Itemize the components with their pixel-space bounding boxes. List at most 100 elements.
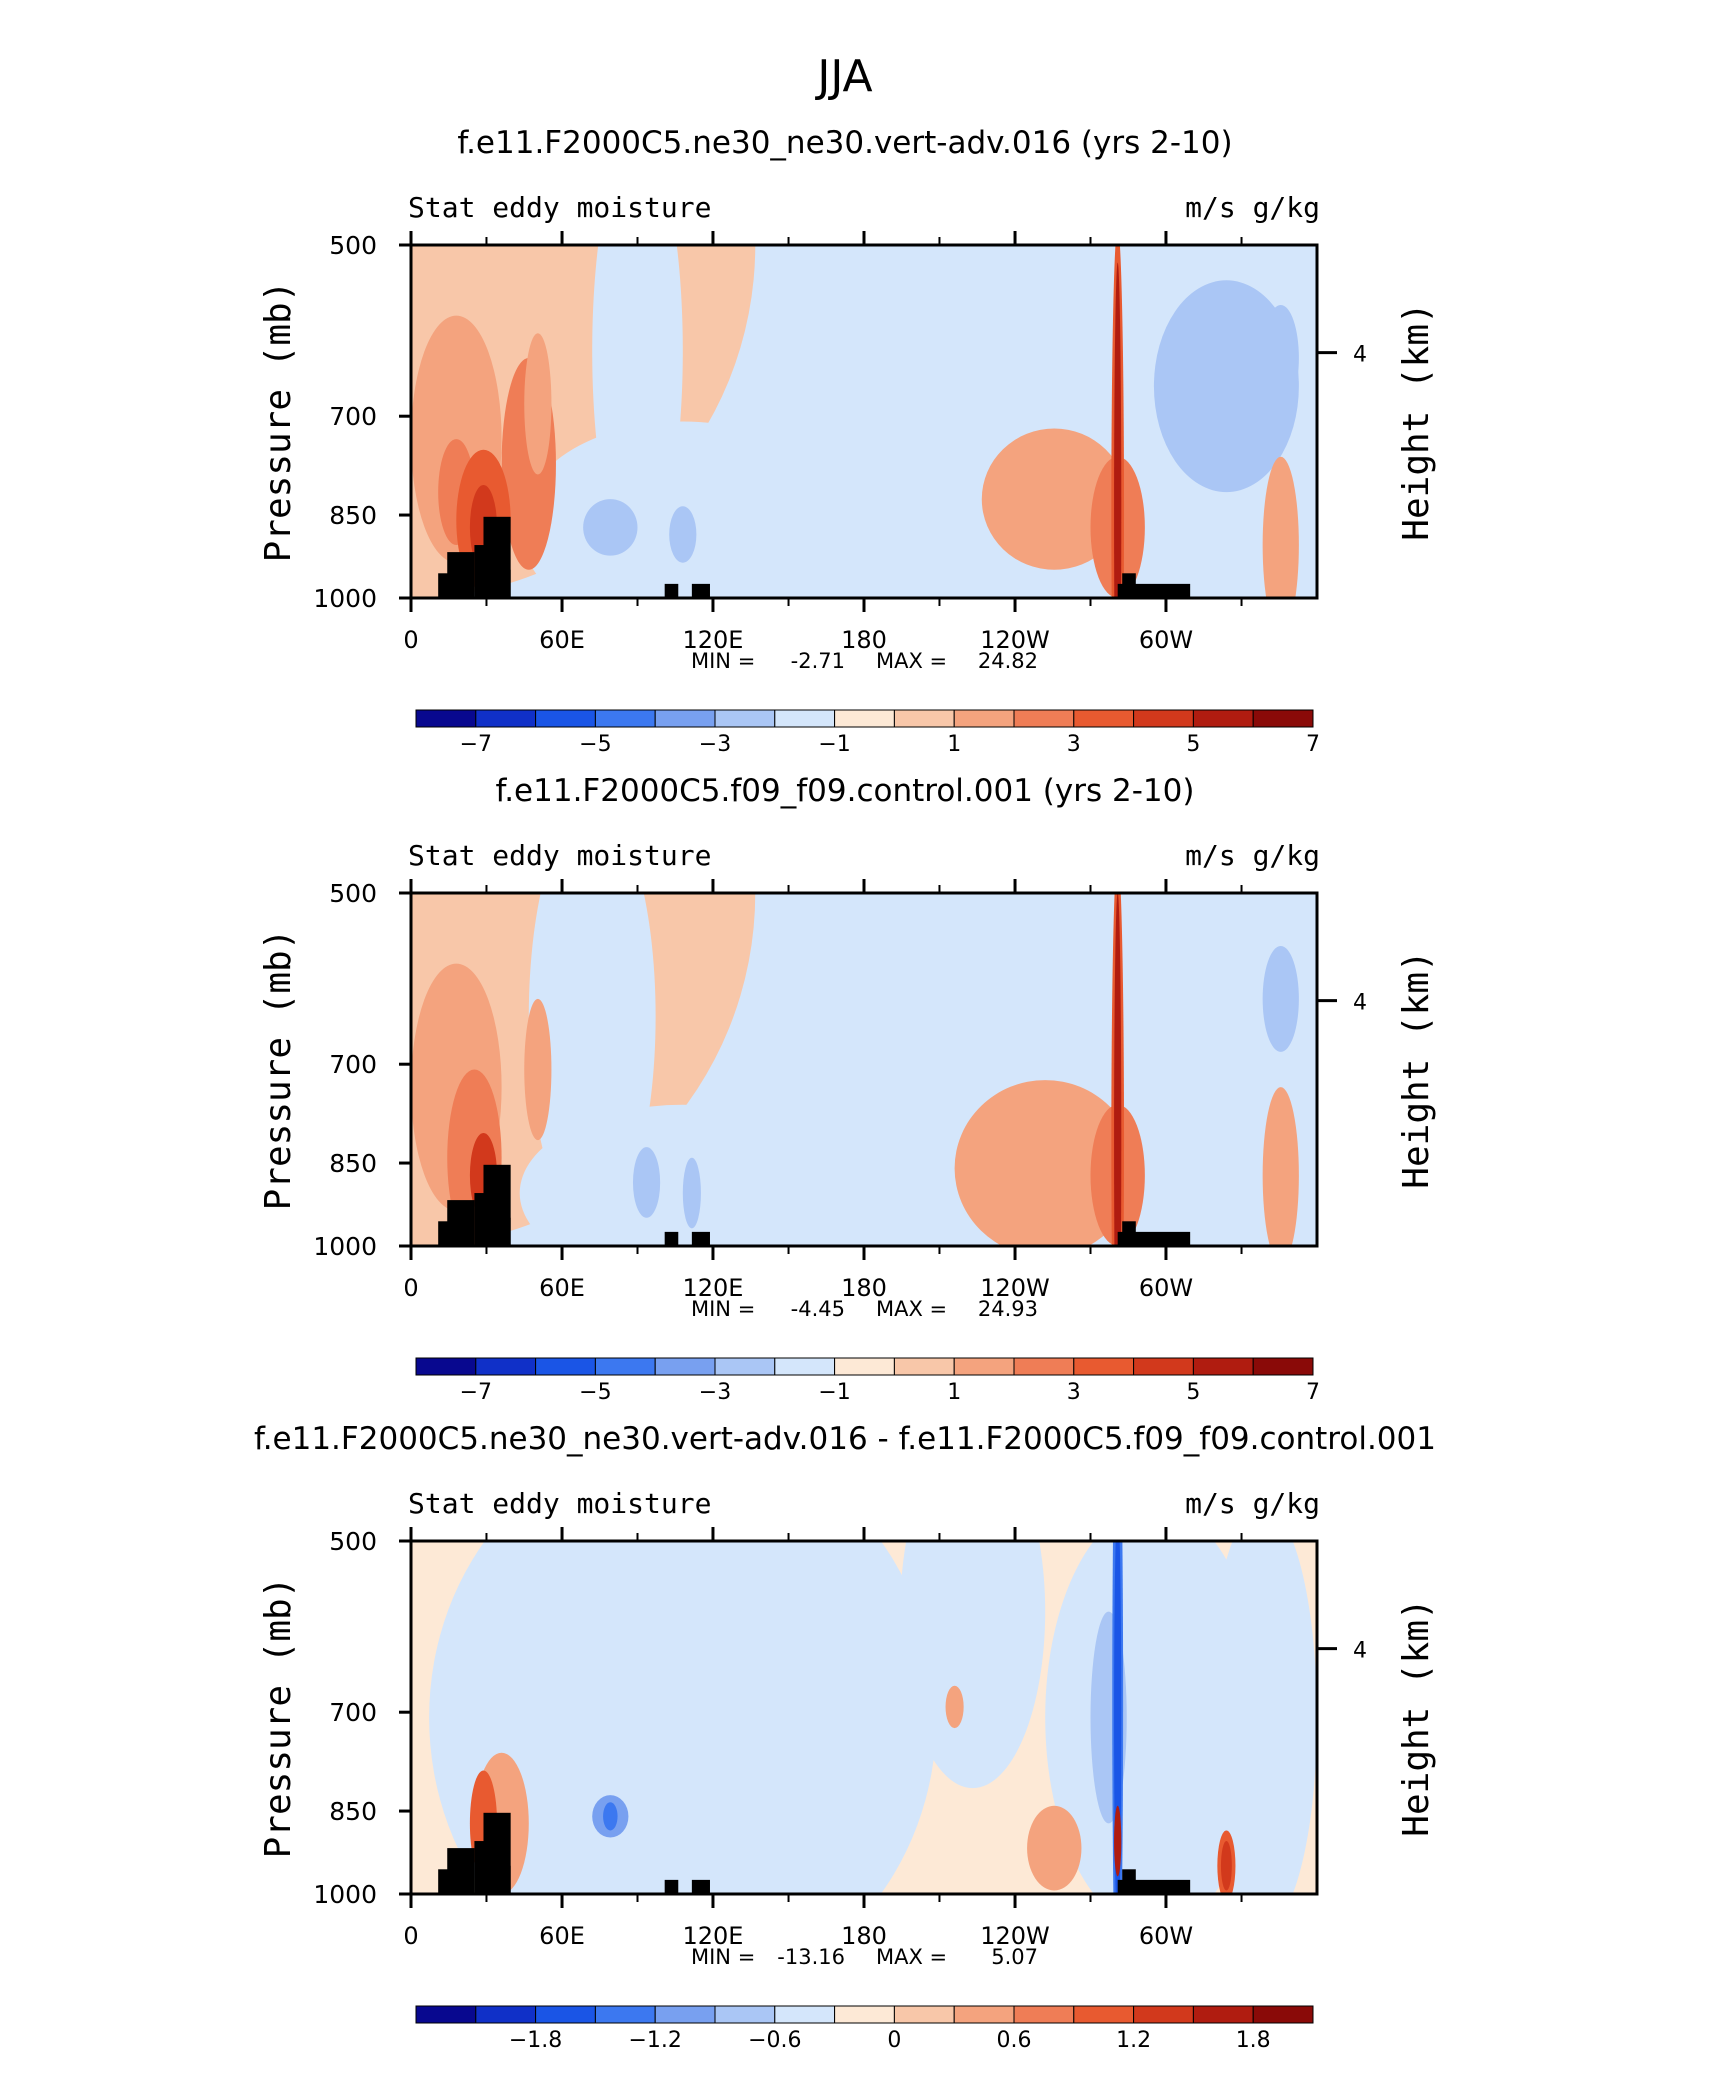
colorbar-label: −3 xyxy=(699,732,731,757)
y-axis-title: Pressure (mb) xyxy=(258,929,299,1211)
contour-region xyxy=(519,1104,846,1246)
contour-region xyxy=(429,1541,937,1894)
colorbar-label: −5 xyxy=(579,732,611,757)
colorbar-label: −1.2 xyxy=(628,2028,681,2053)
colorbar-swatch xyxy=(475,1357,537,1376)
variable-label: Stat eddy moisture xyxy=(408,191,711,224)
colorbar-label: −1 xyxy=(818,732,850,757)
contour-region xyxy=(1262,305,1299,411)
colorbar-swatch xyxy=(1133,1357,1194,1376)
y-right-tick-label: 4 xyxy=(1353,1639,1367,1664)
x-tick-label: 180 xyxy=(841,1922,887,1950)
colorbar-label: 0.6 xyxy=(997,2028,1032,2053)
colorbar-label: −1.8 xyxy=(509,2028,562,2053)
colorbar-label: 3 xyxy=(1067,732,1081,757)
x-tick-label: 60E xyxy=(539,1922,585,1950)
contour-region xyxy=(1114,1541,1122,1894)
contour-field xyxy=(411,245,1317,598)
colorbar: −7 −5 −3 −1 1 3 5 7 xyxy=(415,709,1320,757)
colorbar-swatch xyxy=(1192,1357,1254,1376)
y-tick-label: 700 xyxy=(329,402,377,431)
colorbar-swatch xyxy=(1252,709,1314,728)
colorbar-swatch xyxy=(1192,709,1254,728)
colorbar-swatch xyxy=(535,1357,596,1376)
y-tick-label: 850 xyxy=(329,501,377,530)
colorbar-swatch xyxy=(1073,709,1135,728)
colorbar: −7 −5 −3 −1 1 3 5 7 xyxy=(415,1357,1320,1405)
panel-3: f.e11.F2000C5.ne30_ne30.vert-adv.016 - f… xyxy=(254,1421,1437,2053)
panel-title: f.e11.F2000C5.f09_f09.control.001 (yrs 2… xyxy=(496,773,1195,809)
topography-mask xyxy=(664,583,679,598)
colorbar-swatch xyxy=(953,2005,1015,2024)
colorbar-swatch xyxy=(1252,1357,1314,1376)
x-tick-label: 0 xyxy=(403,1274,418,1302)
colorbar-swatch xyxy=(415,1357,477,1376)
contour-region xyxy=(981,428,1127,570)
colorbar-label: −3 xyxy=(699,1380,731,1405)
x-tick-label: 120W xyxy=(980,626,1050,654)
min-value: -13.16 xyxy=(777,1945,845,1969)
y-tick-label: 1000 xyxy=(313,1880,377,1909)
topography-mask xyxy=(664,1231,679,1246)
y-right-tick-label: 4 xyxy=(1353,991,1367,1016)
contour-region xyxy=(524,333,552,475)
colorbar-label: 0 xyxy=(887,2028,901,2053)
min-label: MIN = xyxy=(691,1945,755,1969)
x-tick-label: 60E xyxy=(539,626,585,654)
colorbar-swatch xyxy=(774,1357,836,1376)
colorbar-swatch xyxy=(774,709,836,728)
colorbar-swatch xyxy=(834,1357,895,1376)
min-label: MIN = xyxy=(691,649,755,673)
contour-field xyxy=(411,893,1317,1246)
colorbar-swatch xyxy=(1013,2005,1075,2024)
contour-region xyxy=(1220,1841,1232,1891)
x-tick-label: 120W xyxy=(980,1274,1050,1302)
colorbar-swatch xyxy=(714,2005,776,2024)
max-label: MAX = xyxy=(876,1297,947,1321)
min-value: -4.45 xyxy=(791,1297,845,1321)
colorbar-swatch xyxy=(1073,1357,1135,1376)
colorbar-swatch xyxy=(953,1357,1015,1376)
topography-mask xyxy=(447,1848,475,1894)
max-value: 5.07 xyxy=(991,1945,1038,1969)
contour-region xyxy=(954,1080,1136,1246)
colorbar-label: 1 xyxy=(947,1380,961,1405)
x-tick-label: 60W xyxy=(1139,1922,1193,1950)
topography-mask xyxy=(664,1879,679,1894)
colorbar-swatch xyxy=(834,2005,895,2024)
topography-mask xyxy=(1117,1879,1191,1894)
colorbar-label: 7 xyxy=(1306,1380,1320,1405)
x-tick-label: 120E xyxy=(682,1922,743,1950)
panel-title: f.e11.F2000C5.ne30_ne30.vert-adv.016 (yr… xyxy=(457,125,1232,161)
y-right-axis-title: Height (km) xyxy=(1396,302,1437,540)
colorbar-swatch xyxy=(594,1357,656,1376)
contour-region xyxy=(1114,893,1122,1246)
colorbar-swatch xyxy=(1133,709,1194,728)
contour-region xyxy=(603,1802,618,1831)
colorbar-swatch xyxy=(594,2005,656,2024)
colorbar-swatch xyxy=(1133,2005,1194,2024)
max-label: MAX = xyxy=(876,649,947,673)
y-right-tick-label: 4 xyxy=(1353,343,1367,368)
contour-region xyxy=(1027,1805,1082,1891)
y-right-axis-title: Height (km) xyxy=(1396,950,1437,1188)
colorbar-swatch xyxy=(594,709,656,728)
x-tick-label: 0 xyxy=(403,1922,418,1950)
y-tick-label: 1000 xyxy=(313,584,377,613)
contour-region xyxy=(1262,1087,1299,1246)
colorbar-label: 1.8 xyxy=(1236,2028,1271,2053)
x-tick-label: 180 xyxy=(841,626,887,654)
contour-region xyxy=(945,1685,964,1729)
colorbar-label: −1 xyxy=(818,1380,850,1405)
colorbar-label: 7 xyxy=(1306,732,1320,757)
topography-mask xyxy=(691,583,710,598)
colorbar-swatch xyxy=(714,1357,776,1376)
colorbar-swatch xyxy=(893,709,955,728)
contour-region xyxy=(1208,1541,1317,1894)
panel-title: f.e11.F2000C5.ne30_ne30.vert-adv.016 - f… xyxy=(254,1421,1436,1457)
y-tick-label: 700 xyxy=(329,1698,377,1727)
colorbar-swatch xyxy=(1013,1357,1075,1376)
colorbar-label: −5 xyxy=(579,1380,611,1405)
topography-mask xyxy=(1117,583,1191,598)
units-label: m/s g/kg xyxy=(1185,191,1320,224)
